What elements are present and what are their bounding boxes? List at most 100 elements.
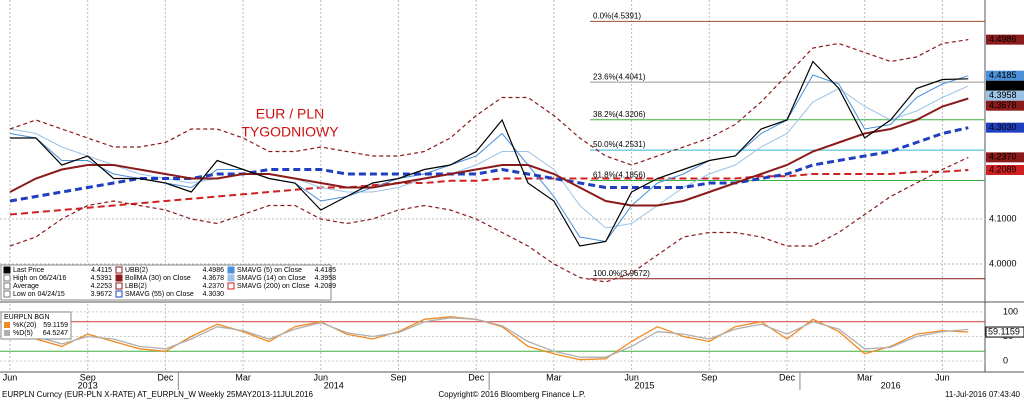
x-tick-label: Dec: [157, 372, 174, 382]
legend-value: 4.5391: [91, 275, 113, 282]
annotation: TYGODNIOWY: [241, 124, 339, 140]
x-tick-label: Mar: [857, 372, 873, 382]
series-line: [9, 97, 969, 207]
series-line: [9, 85, 969, 229]
y-tick-label: 100: [1003, 306, 1018, 316]
legend: Last Price 4.4115 High on 06/24/16 4.5391 Av…: [0, 264, 337, 301]
legend-value: 59.1159: [43, 322, 68, 329]
price-box: [986, 122, 1024, 133]
price-box: [986, 70, 1024, 81]
legend-label: SMAVG (55) on Close: [125, 291, 194, 298]
legend-value: 4.2253: [91, 283, 113, 290]
legend-title: EURPLN BGN: [4, 314, 50, 321]
legend: EURPLN BGN%K(20) 59.1159 %D(5) 64.5247: [0, 311, 72, 340]
footer-center: Copyright© 2016 Bloomberg Finance L.P.: [438, 390, 585, 399]
annotation: EUR / PLN: [256, 106, 324, 122]
price-box-label: 4.4986: [989, 34, 1017, 44]
price-box: [986, 80, 1024, 91]
price-box: [986, 34, 1024, 45]
series-line: [9, 169, 969, 216]
x-tick-label: Sep: [80, 372, 96, 382]
price-box-label: 59.1159: [988, 326, 1020, 336]
year-label: 2013: [78, 380, 98, 390]
price-box: [986, 90, 1024, 101]
series-line: [9, 126, 969, 203]
legend-label: Average: [13, 283, 39, 290]
legend-value: 64.5247: [43, 330, 68, 337]
legend-swatch: [3, 282, 11, 290]
year-label: 2014: [324, 380, 344, 390]
legend-swatch: [227, 266, 235, 274]
x-tick-label: Dec: [779, 372, 796, 382]
fib-label: 50.0%(4.2531): [593, 140, 646, 149]
legend-label: Last Price: [13, 267, 44, 274]
series-line: [9, 39, 969, 166]
fib-label: 23.6%(4.4041): [593, 72, 646, 81]
x-tick-label: Mar: [235, 372, 251, 382]
legend-value: 4.3030: [203, 291, 225, 298]
price-box-label: 4.3958: [989, 90, 1017, 100]
price-box: [986, 152, 1024, 163]
legend-swatch: [115, 290, 123, 298]
price-box-label: 4.2370: [989, 152, 1017, 162]
legend-box: [0, 264, 332, 301]
legend-swatch: [3, 274, 11, 282]
x-tick-label: Sep: [701, 372, 717, 382]
legend-label: High on 06/24/16: [13, 275, 66, 282]
legend-swatch: [227, 274, 235, 282]
x-tick-label: Mar: [546, 372, 562, 382]
x-tick-label: Dec: [468, 372, 485, 382]
legend-swatch: [4, 330, 10, 336]
legend-swatch: [3, 290, 11, 298]
legend-value: 4.4115: [91, 267, 112, 274]
footer-right: 11-Jul-2016 07:43:40: [945, 390, 1021, 399]
legend-label: %K(20): [13, 322, 36, 329]
x-tick-label: Jun: [314, 372, 329, 382]
fib-label: 38.2%(4.3206): [593, 110, 646, 119]
price-box: [986, 165, 1024, 176]
fib-label: 100.0%(3.9672): [593, 269, 650, 278]
fib-label: 61.8%(4.1856): [593, 171, 646, 180]
price-box: [986, 100, 1024, 111]
legend-swatch: [4, 322, 10, 328]
y-tick-label: 0: [1003, 356, 1008, 366]
legend-value: 4.3678: [203, 275, 225, 282]
legend-value: 4.2089: [315, 283, 337, 290]
price-box-label: 4.2089: [989, 164, 1017, 174]
y-tick-label: 4.0000: [989, 258, 1017, 268]
series-line: [9, 74, 969, 243]
series-line: [10, 60, 969, 247]
legend-label: BollMA (30) on Close: [125, 275, 191, 282]
legend-value: 4.2370: [203, 283, 225, 290]
footer-left: EURPLN Curncy (EUR-PLN X-RATE) AT_EURPLN…: [2, 390, 313, 399]
legend-label: SMAVG (200) on Close: [237, 283, 310, 290]
legend-label: SMAVG (5) on Close: [237, 267, 302, 274]
series-line: [9, 317, 969, 358]
fib-label: 0.0%(4.5391): [593, 12, 641, 21]
price-box-label: 4.3678: [989, 100, 1017, 110]
price-box-label: 4.4185: [989, 70, 1017, 80]
legend-box: [0, 311, 72, 340]
x-tick-label: Jun: [3, 372, 18, 382]
legend-value: 4.3958: [315, 275, 337, 282]
year-label: 2016: [881, 380, 901, 390]
y-tick-label: 4.1000: [989, 213, 1017, 223]
legend-swatch: [115, 274, 123, 282]
price-box: [985, 326, 1024, 338]
legend-swatch: [115, 266, 123, 274]
legend-label: UBB(2): [125, 267, 148, 274]
x-tick-label: Jun: [624, 372, 639, 382]
legend-value: 4.4185: [315, 267, 337, 274]
legend-swatch: [227, 282, 235, 290]
series-line: [9, 156, 969, 283]
legend-label: %D(5): [13, 330, 33, 337]
legend-label: SMAVG (14) on Close: [237, 275, 306, 282]
legend-value: 3.9672: [91, 291, 113, 298]
legend-value: 4.4986: [203, 267, 225, 274]
x-tick-label: Sep: [390, 372, 406, 382]
price-box-label: 4.3030: [989, 122, 1017, 132]
legend-swatch: [115, 282, 123, 290]
x-tick-label: Jun: [935, 372, 950, 382]
